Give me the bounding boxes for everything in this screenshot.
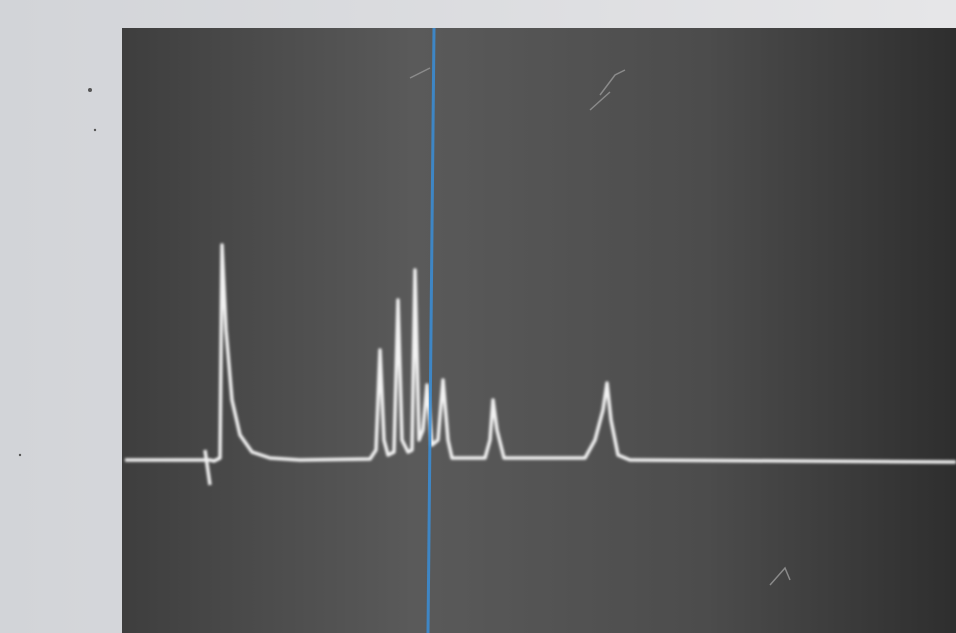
page: Oscilloscope trace {} html, body { margi… (0, 0, 956, 633)
oscilloscope-screen (122, 28, 956, 633)
speck (19, 454, 21, 456)
body: (() => { const data = JSON.parse(documen… (0, 0, 956, 633)
speck (94, 129, 96, 131)
speck (88, 88, 92, 92)
photo (0, 0, 956, 633)
